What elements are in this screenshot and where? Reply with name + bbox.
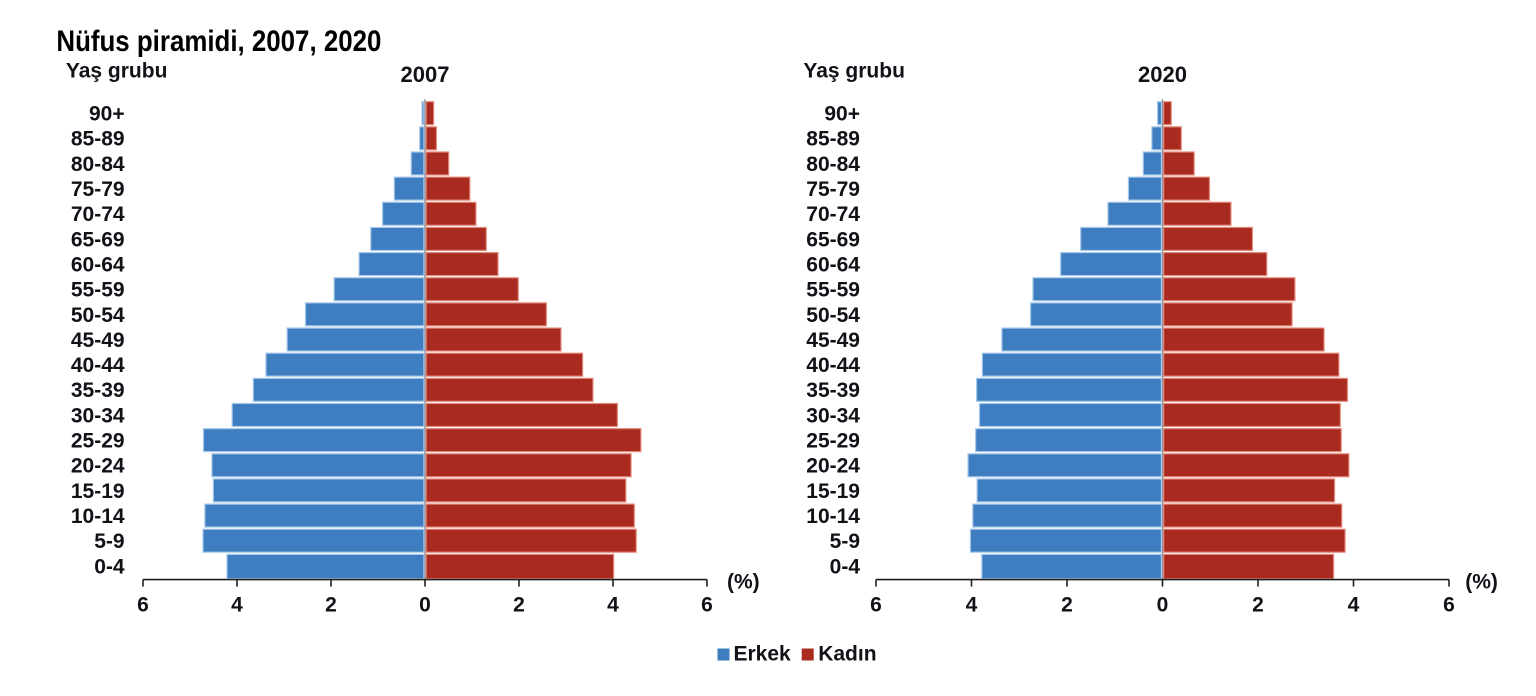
svg-text:2: 2 bbox=[325, 594, 337, 617]
svg-text:15-19: 15-19 bbox=[71, 480, 125, 503]
svg-text:6: 6 bbox=[1443, 594, 1455, 617]
svg-text:Nüfus piramidi, 2007, 2020: Nüfus piramidi, 2007, 2020 bbox=[56, 25, 381, 58]
svg-text:35-39: 35-39 bbox=[71, 379, 125, 402]
svg-text:2: 2 bbox=[1252, 594, 1264, 617]
svg-text:Erkek: Erkek bbox=[734, 643, 792, 666]
svg-text:30-34: 30-34 bbox=[806, 404, 860, 427]
svg-text:85-89: 85-89 bbox=[71, 128, 125, 151]
svg-text:2: 2 bbox=[1061, 594, 1073, 617]
svg-text:25-29: 25-29 bbox=[806, 430, 860, 453]
svg-text:0: 0 bbox=[419, 594, 431, 617]
svg-text:70-74: 70-74 bbox=[71, 203, 125, 226]
svg-text:5-9: 5-9 bbox=[830, 530, 860, 553]
svg-text:10-14: 10-14 bbox=[71, 505, 125, 528]
svg-text:25-29: 25-29 bbox=[71, 430, 125, 453]
svg-text:55-59: 55-59 bbox=[806, 279, 860, 302]
svg-text:(%): (%) bbox=[1465, 571, 1498, 594]
svg-text:15-19: 15-19 bbox=[806, 480, 860, 503]
svg-text:45-49: 45-49 bbox=[806, 329, 860, 352]
svg-text:90+: 90+ bbox=[824, 103, 860, 126]
svg-text:4: 4 bbox=[966, 594, 978, 617]
svg-text:35-39: 35-39 bbox=[806, 379, 860, 402]
svg-text:75-79: 75-79 bbox=[806, 178, 860, 201]
svg-text:20-24: 20-24 bbox=[806, 455, 860, 478]
svg-text:0-4: 0-4 bbox=[830, 555, 861, 578]
svg-text:80-84: 80-84 bbox=[806, 153, 860, 176]
svg-text:6: 6 bbox=[137, 594, 149, 617]
svg-text:0-4: 0-4 bbox=[94, 555, 125, 578]
svg-text:2020: 2020 bbox=[1138, 62, 1187, 87]
svg-text:30-34: 30-34 bbox=[71, 404, 125, 427]
svg-text:4: 4 bbox=[607, 594, 619, 617]
svg-text:4: 4 bbox=[1348, 594, 1360, 617]
svg-text:45-49: 45-49 bbox=[71, 329, 125, 352]
svg-text:55-59: 55-59 bbox=[71, 279, 125, 302]
svg-text:(%): (%) bbox=[727, 571, 760, 594]
svg-text:0: 0 bbox=[1157, 594, 1169, 617]
svg-text:Kadın: Kadın bbox=[818, 643, 876, 666]
svg-text:60-64: 60-64 bbox=[71, 253, 125, 276]
svg-text:65-69: 65-69 bbox=[806, 228, 860, 251]
svg-text:2007: 2007 bbox=[401, 62, 450, 87]
svg-text:50-54: 50-54 bbox=[806, 304, 860, 327]
svg-text:75-79: 75-79 bbox=[71, 178, 125, 201]
svg-text:70-74: 70-74 bbox=[806, 203, 860, 226]
svg-text:Yaş grubu: Yaş grubu bbox=[66, 60, 168, 83]
svg-text:20-24: 20-24 bbox=[71, 455, 125, 478]
svg-text:65-69: 65-69 bbox=[71, 228, 125, 251]
svg-text:80-84: 80-84 bbox=[71, 153, 125, 176]
svg-text:Yaş grubu: Yaş grubu bbox=[803, 60, 905, 83]
svg-text:90+: 90+ bbox=[89, 103, 125, 126]
svg-text:85-89: 85-89 bbox=[806, 128, 860, 151]
svg-text:5-9: 5-9 bbox=[94, 530, 124, 553]
svg-text:10-14: 10-14 bbox=[806, 505, 860, 528]
svg-text:2: 2 bbox=[513, 594, 525, 617]
svg-text:50-54: 50-54 bbox=[71, 304, 125, 327]
svg-text:60-64: 60-64 bbox=[806, 253, 860, 276]
svg-text:4: 4 bbox=[231, 594, 243, 617]
svg-text:6: 6 bbox=[701, 594, 713, 617]
svg-text:6: 6 bbox=[870, 594, 882, 617]
svg-text:40-44: 40-44 bbox=[806, 354, 860, 377]
svg-text:40-44: 40-44 bbox=[71, 354, 125, 377]
